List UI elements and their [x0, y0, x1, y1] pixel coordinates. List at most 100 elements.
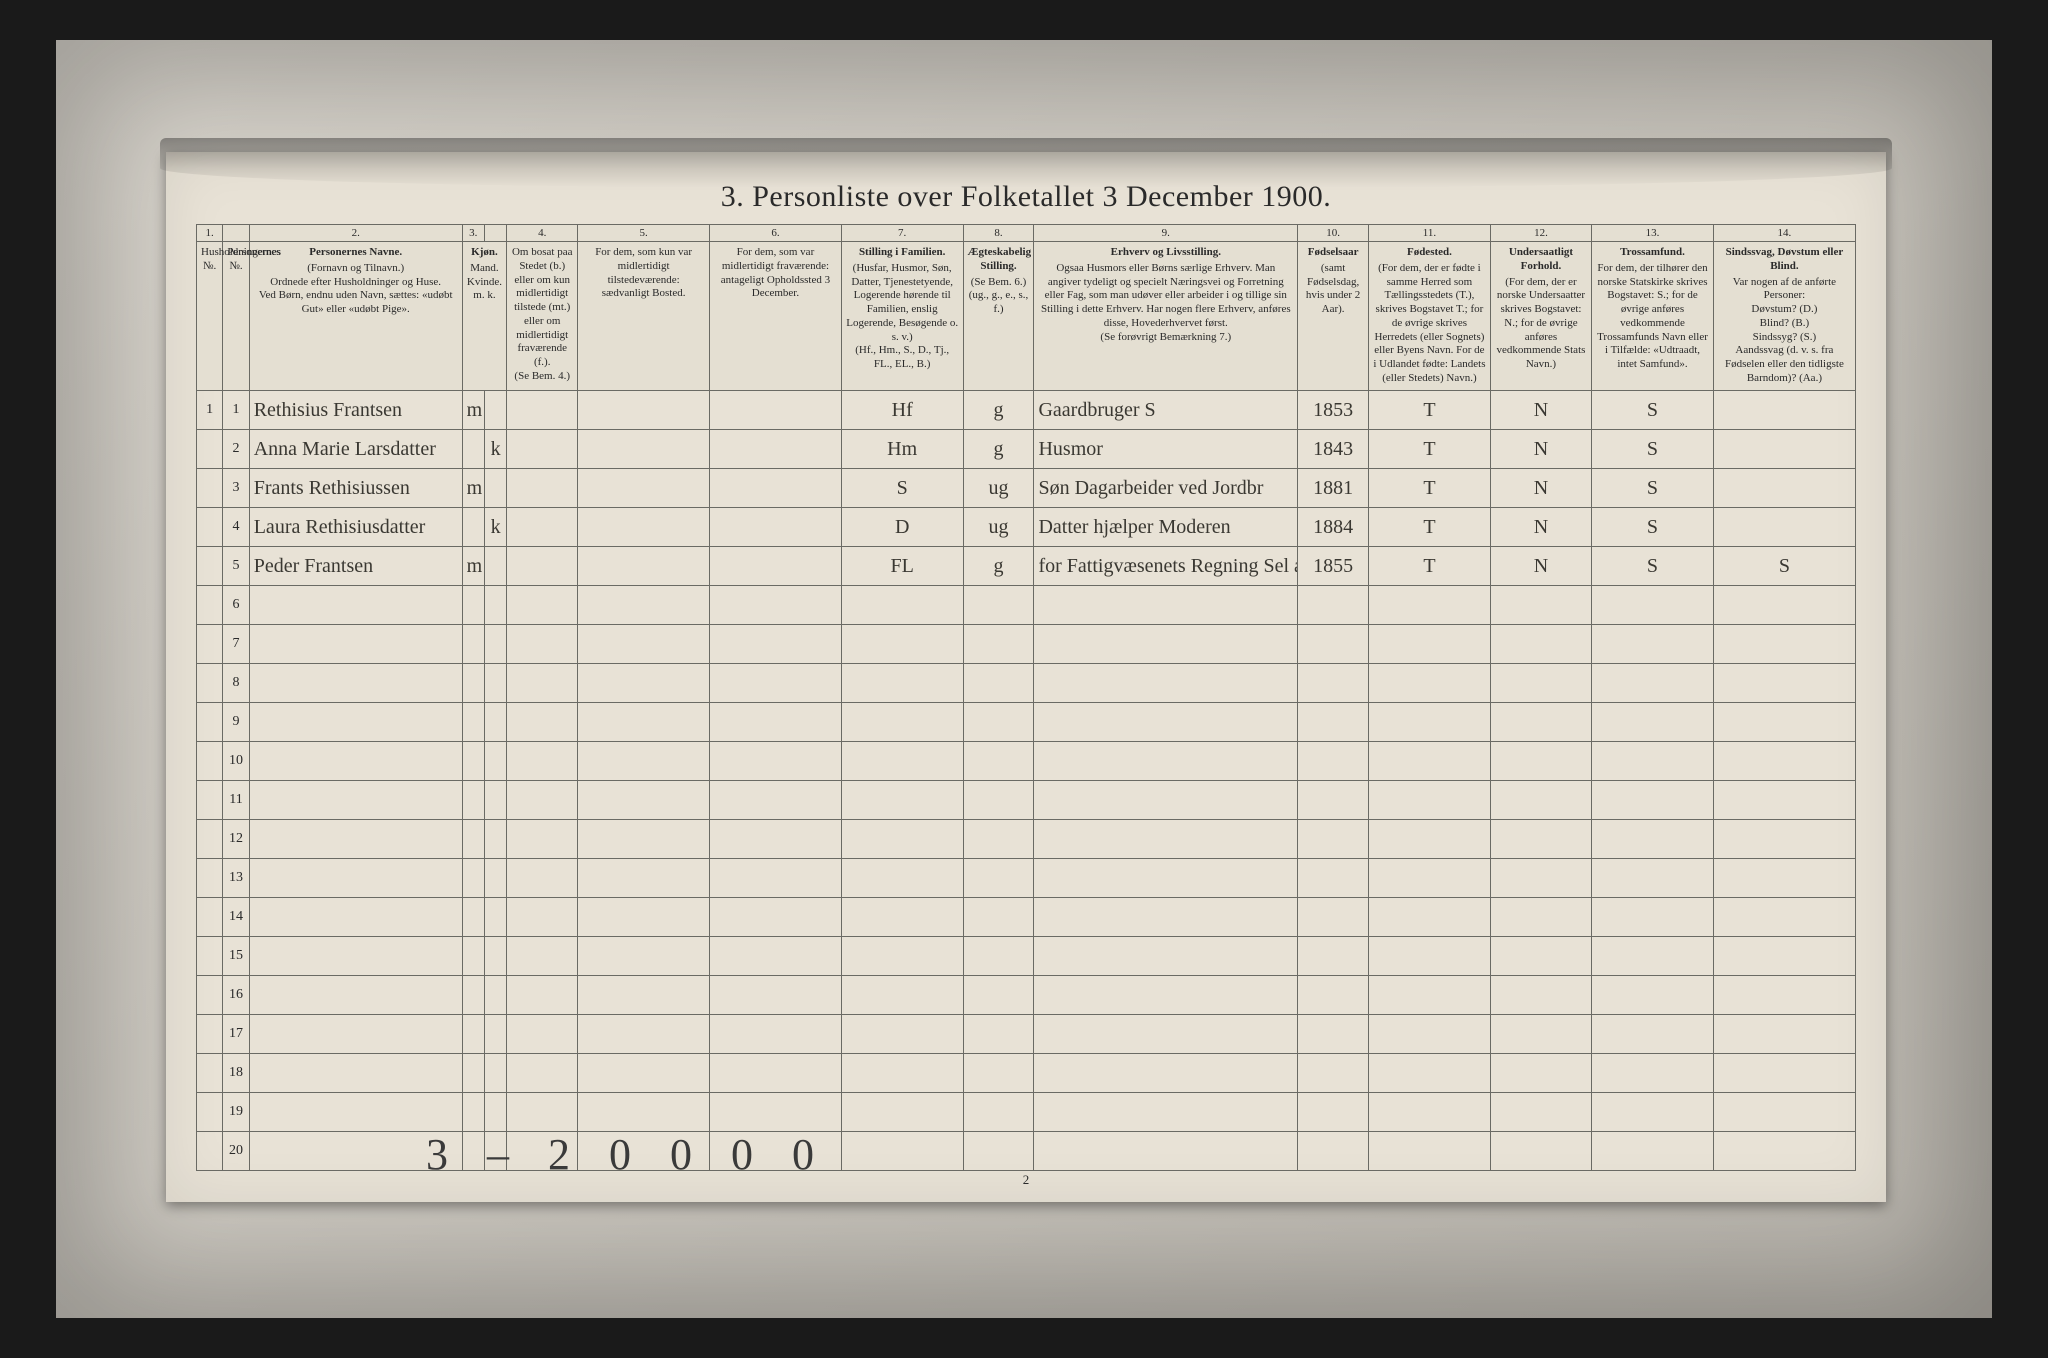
- table-row-blank: 18: [197, 1053, 1856, 1092]
- cell-blank: [1713, 741, 1855, 780]
- viewer-background: 3. Personliste over Folketallet 3 Decemb…: [56, 40, 1992, 1318]
- cell-blank: [1592, 1092, 1714, 1131]
- cell-blank: [507, 936, 578, 975]
- cell-rel: S: [1592, 468, 1714, 507]
- cell-dis: [1713, 468, 1855, 507]
- cell-blank: [484, 858, 506, 897]
- cell-blank: [963, 741, 1034, 780]
- table-row-blank: 7: [197, 624, 1856, 663]
- cell-blank: [197, 1014, 223, 1053]
- cell-blank: [1034, 1131, 1298, 1170]
- cell-blank: [1369, 858, 1491, 897]
- cell-p: 3: [223, 468, 249, 507]
- cell-rel: S: [1592, 390, 1714, 429]
- table-row-blank: 15: [197, 936, 1856, 975]
- cell-blank: [462, 897, 484, 936]
- cell-blank: [963, 975, 1034, 1014]
- cell-blank: [1490, 624, 1591, 663]
- cell-blank: [1713, 624, 1855, 663]
- cell-abs: [710, 390, 842, 429]
- cell-name: Frants Rethisiussen: [249, 468, 462, 507]
- cell-blank: [249, 702, 462, 741]
- column-header: Personernes №.: [223, 242, 249, 391]
- cell-m: [462, 507, 484, 546]
- cell-blank: [197, 1053, 223, 1092]
- cell-blank: [841, 975, 963, 1014]
- cell-p: 2: [223, 429, 249, 468]
- column-number: 14.: [1713, 225, 1855, 242]
- cell-blank: [1369, 624, 1491, 663]
- cell-blank: [841, 780, 963, 819]
- cell-blank: [1369, 1131, 1491, 1170]
- cell-bp: T: [1369, 429, 1491, 468]
- cell-ms: g: [963, 390, 1034, 429]
- cell-blank: [1592, 936, 1714, 975]
- cell-blank: [1490, 858, 1591, 897]
- cell-m: m: [462, 468, 484, 507]
- column-header: Ægteskabelig Stilling.(Se Bem. 6.) (ug.,…: [963, 242, 1034, 391]
- cell-blank: [197, 741, 223, 780]
- column-header-row: Husholdningernes №.Personernes №.Persone…: [197, 242, 1856, 391]
- cell-blank: [507, 702, 578, 741]
- cell-blank: [197, 975, 223, 1014]
- cell-blank: [710, 1014, 842, 1053]
- cell-blank: [197, 936, 223, 975]
- cell-blank: 20: [223, 1131, 249, 1170]
- cell-blank: [249, 1014, 462, 1053]
- cell-blank: [578, 1014, 710, 1053]
- cell-blank: [1298, 1131, 1369, 1170]
- table-row-blank: 8: [197, 663, 1856, 702]
- column-header: Trossamfund.For dem, der tilhører den no…: [1592, 242, 1714, 391]
- cell-bp: T: [1369, 468, 1491, 507]
- cell-blank: [462, 1053, 484, 1092]
- cell-blank: [1490, 897, 1591, 936]
- cell-hh: [197, 468, 223, 507]
- cell-blank: [484, 1092, 506, 1131]
- column-header: Om bosat paa Stedet (b.) eller om kun mi…: [507, 242, 578, 391]
- cell-blank: [249, 585, 462, 624]
- cell-blank: [1369, 585, 1491, 624]
- cell-blank: [963, 624, 1034, 663]
- cell-ms: ug: [963, 468, 1034, 507]
- cell-rel: S: [1592, 507, 1714, 546]
- cell-blank: [462, 975, 484, 1014]
- cell-blank: [462, 780, 484, 819]
- cell-blank: [1034, 663, 1298, 702]
- cell-blank: [1592, 819, 1714, 858]
- column-header: Husholdningernes №.: [197, 242, 223, 391]
- cell-blank: [1592, 858, 1714, 897]
- cell-abs: [710, 468, 842, 507]
- cell-name: Rethisius Frantsen: [249, 390, 462, 429]
- cell-blank: [484, 702, 506, 741]
- column-number: [223, 225, 249, 242]
- cell-blank: [1034, 585, 1298, 624]
- cell-dis: S: [1713, 546, 1855, 585]
- cell-blank: [462, 702, 484, 741]
- cell-res: [578, 429, 710, 468]
- cell-m: [462, 429, 484, 468]
- document-page: 3. Personliste over Folketallet 3 Decemb…: [166, 152, 1886, 1202]
- cell-res: [578, 507, 710, 546]
- cell-blank: [710, 1053, 842, 1092]
- cell-blank: [578, 1053, 710, 1092]
- cell-blank: [1592, 1053, 1714, 1092]
- census-table: 1.2.3.4.5.6.7.8.9.10.11.12.13.14. Hushol…: [196, 224, 1856, 1171]
- cell-blank: [1298, 858, 1369, 897]
- cell-blank: [507, 858, 578, 897]
- cell-blank: [963, 936, 1034, 975]
- document-title: 3. Personliste over Folketallet 3 Decemb…: [166, 152, 1886, 224]
- table-row: 11Rethisius FrantsenmHfgGaardbruger S185…: [197, 390, 1856, 429]
- cell-blank: [1298, 936, 1369, 975]
- cell-blank: [462, 858, 484, 897]
- cell-blank: [462, 585, 484, 624]
- cell-hh: 1: [197, 390, 223, 429]
- cell-blank: [963, 1014, 1034, 1053]
- cell-nat: N: [1490, 468, 1591, 507]
- cell-k: [484, 546, 506, 585]
- cell-blank: [710, 819, 842, 858]
- cell-blank: [1298, 702, 1369, 741]
- cell-res: [578, 546, 710, 585]
- cell-m: m: [462, 390, 484, 429]
- cell-blank: [1592, 1131, 1714, 1170]
- cell-blank: [963, 1053, 1034, 1092]
